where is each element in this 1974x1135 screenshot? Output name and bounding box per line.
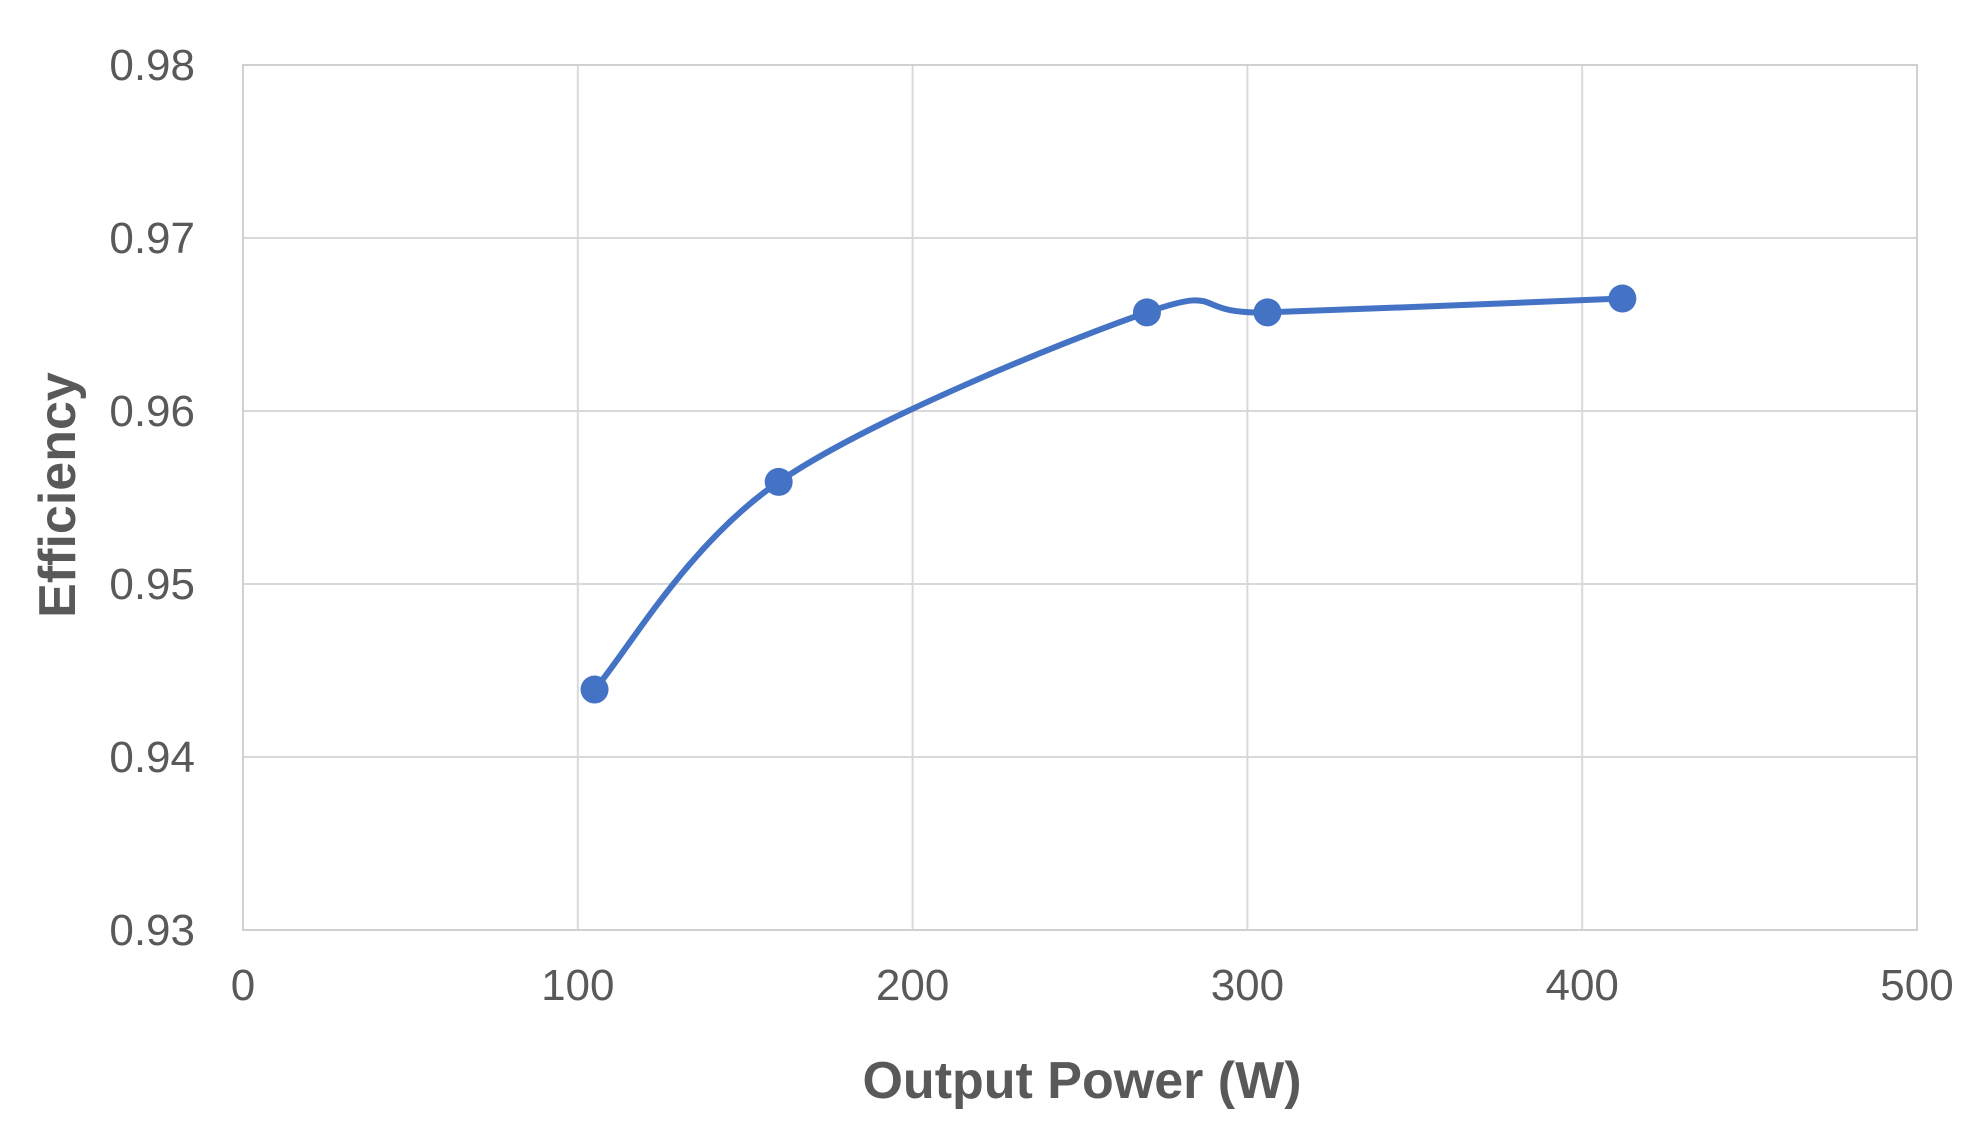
y-tick-label: 0.93: [109, 906, 195, 955]
y-tick-label: 0.98: [109, 41, 195, 90]
x-tick-label: 200: [876, 961, 949, 1010]
series-group: [580, 284, 1637, 704]
plot-area: [242, 64, 1918, 931]
y-tick-label: 0.97: [109, 214, 195, 263]
data-point: [580, 675, 609, 704]
y-tick-label: 0.94: [109, 733, 195, 782]
x-tick-label: 100: [541, 961, 614, 1010]
x-tick-label: 0: [231, 961, 255, 1010]
y-axis-ticks: 0.93 0.94 0.95 0.96 0.97 0.98: [109, 41, 195, 955]
x-axis-title: Output Power (W): [862, 1052, 1301, 1110]
x-tick-label: 500: [1880, 961, 1953, 1010]
y-tick-label: 0.96: [109, 387, 195, 436]
x-tick-label: 400: [1545, 961, 1618, 1010]
data-point: [1253, 298, 1282, 327]
x-axis-ticks: 0 100 200 300 400 500: [231, 961, 1954, 1010]
x-tick-label: 300: [1211, 961, 1284, 1010]
y-axis-title: Efficiency: [29, 372, 87, 618]
grid-lines: [242, 64, 1918, 931]
data-point: [1608, 284, 1637, 313]
data-point: [764, 467, 793, 496]
series-line: [591, 295, 1626, 693]
y-tick-label: 0.95: [109, 560, 195, 609]
data-point: [1132, 298, 1161, 327]
